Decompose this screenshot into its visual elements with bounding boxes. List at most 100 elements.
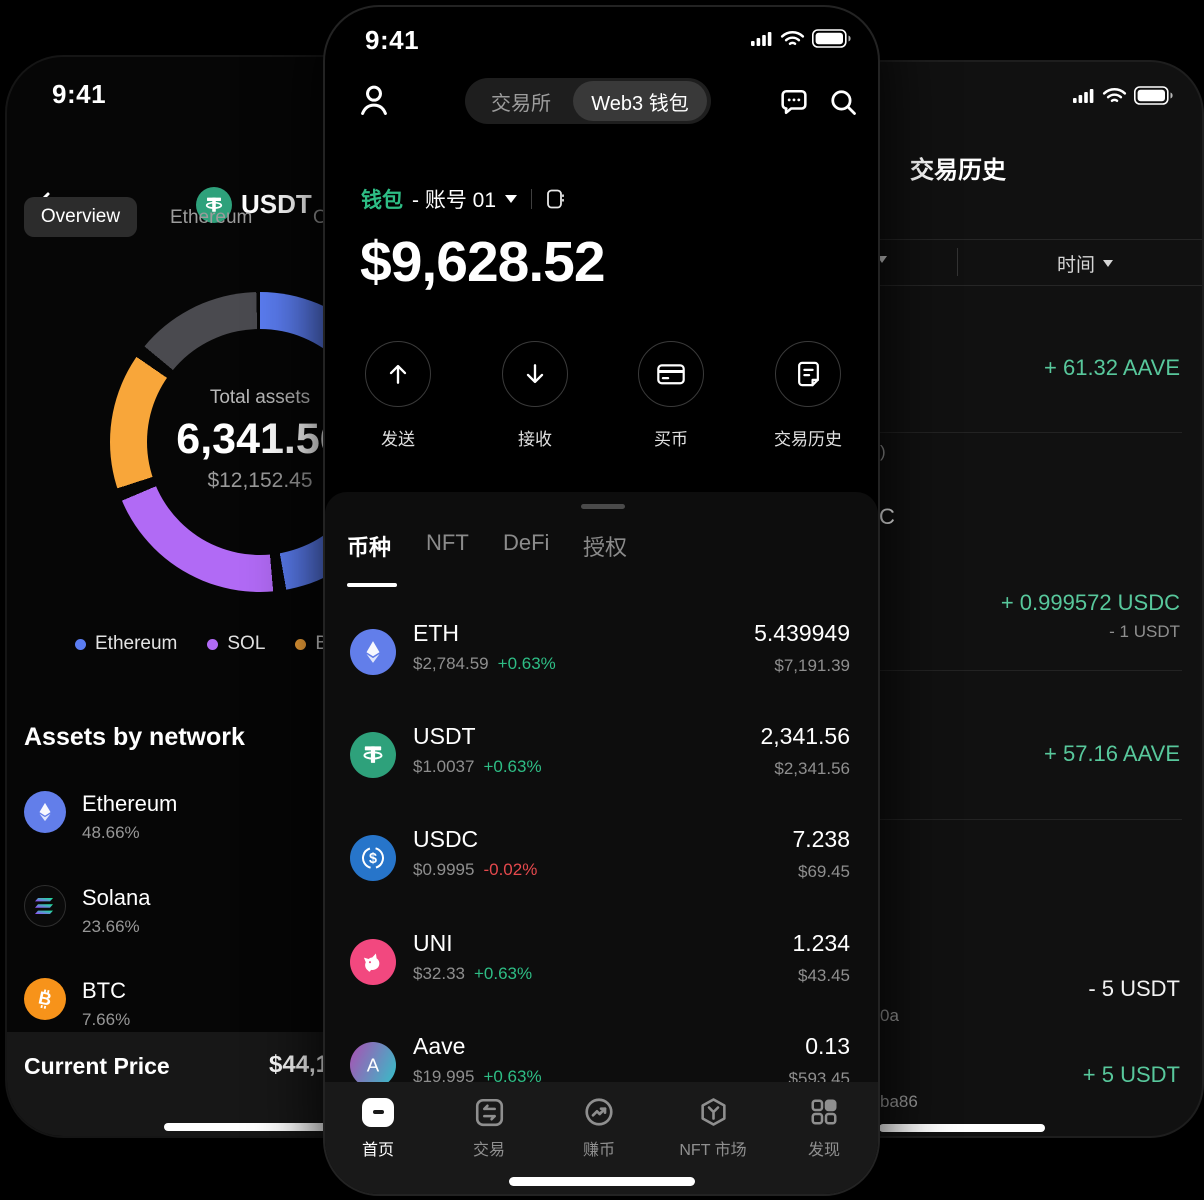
donut-usd-value: $12,152.45 [207, 469, 313, 492]
coin-row-aave[interactable]: A Aave $19.995 +0.63% 0.13 $593.45 [350, 1027, 850, 1103]
chevron-down-icon [505, 195, 518, 203]
wallet-label: 钱包 [361, 189, 403, 212]
filter-divider [957, 248, 958, 276]
wifi-icon [780, 31, 805, 46]
card-icon [657, 364, 685, 385]
trade-icon [475, 1098, 503, 1126]
tab-coins[interactable]: 币种 [347, 535, 392, 560]
tx-address-fragment: 0a [880, 1006, 899, 1025]
tx-amount[interactable]: + 0.999572 USDC [1000, 590, 1180, 615]
svg-text:$: $ [369, 851, 377, 867]
chevron-down-icon [1103, 260, 1114, 267]
usdt-icon [350, 732, 396, 778]
home-icon [362, 1097, 394, 1127]
tab-ethereum[interactable]: Ethereum [170, 207, 253, 228]
status-icons [1073, 86, 1174, 105]
tx-left-fragment: ) [880, 442, 886, 461]
tx-token-fragment: C [879, 504, 895, 529]
account-selector[interactable]: 钱包 - 账号 01 [361, 185, 565, 213]
arrow-down-icon [526, 364, 544, 384]
tab-nft[interactable]: NFT [426, 530, 469, 555]
legend-item-ethereum: Ethereum [75, 633, 177, 655]
coin-row-eth[interactable]: ETH $2,784.59 +0.63% 5.439949 $7,191.39 [350, 614, 850, 690]
person-icon [361, 85, 387, 115]
tab-web3-wallet[interactable]: Web3 钱包 [573, 81, 707, 121]
discover-icon [811, 1099, 837, 1125]
donut-label: Total assets [209, 387, 311, 408]
network-row-solana[interactable]: Solana 23.66% [24, 885, 643, 957]
status-time: 9:41 [365, 25, 420, 55]
coin-row-usdt[interactable]: USDT $1.0037 +0.63% 2,341.56 $2,341.56 [350, 717, 850, 793]
home-indicator[interactable] [879, 1124, 1045, 1132]
legend-item-sol: SOL [207, 633, 265, 655]
battery-icon [1134, 86, 1173, 105]
status-icons [751, 29, 852, 48]
sheet-drag-handle[interactable] [581, 504, 625, 509]
tab-overview[interactable]: Overview [24, 197, 137, 237]
support-chat-button[interactable] [777, 85, 811, 119]
home-indicator[interactable] [509, 1177, 695, 1186]
tab-approvals[interactable]: 授权 [583, 535, 628, 560]
assets-sheet [325, 492, 878, 1194]
svg-text:A: A [367, 1054, 380, 1075]
hidden-filter-caret-icon[interactable] [877, 256, 887, 263]
copy-address-icon[interactable] [546, 188, 565, 210]
tab-defi[interactable]: DeFi [503, 530, 550, 555]
search-icon [831, 90, 856, 115]
current-price-label: Current Price [24, 1053, 170, 1079]
earn-icon [585, 1098, 613, 1126]
page-title: USDT [241, 189, 312, 219]
nft-market-icon [700, 1098, 726, 1126]
eth-icon [350, 629, 396, 675]
legend-dot-orange [295, 638, 307, 650]
chat-icon [781, 89, 807, 115]
total-balance: $9,628.52 [360, 230, 606, 294]
search-button[interactable] [827, 86, 860, 119]
tx-amount[interactable]: + 57.16 AAVE [1044, 741, 1180, 766]
network-row-btc[interactable]: B BTC 7.66% [24, 978, 643, 1050]
coin-row-uni[interactable]: UNI $32.33 +0.63% 1.234 $43.45 [350, 924, 850, 1000]
legend-dot-purple [207, 638, 219, 650]
wifi-icon [1102, 88, 1127, 103]
sort-by-time-dropdown[interactable]: 时间 [1057, 250, 1114, 277]
ethereum-icon [24, 791, 66, 833]
signal-icon [751, 31, 772, 46]
tx-amount[interactable]: - 5 USDT [1088, 976, 1180, 1001]
signal-icon [1073, 88, 1094, 103]
active-tab-underline [347, 583, 397, 587]
divider [531, 189, 533, 209]
arrow-up-icon [389, 364, 407, 384]
wallet-phone: 9:41 交易所 Web3 钱包 钱包 - 账号 01 $9,628.52 [323, 5, 880, 1196]
donut-legend: Ethereum SOL BTC [75, 633, 353, 655]
usdt-icon [196, 187, 232, 223]
tx-sub-amount: - 1 USDT [1109, 622, 1180, 641]
exchange-wallet-toggle: 交易所 Web3 钱包 [465, 78, 711, 124]
divider [582, 819, 1182, 820]
aave-icon: A [350, 1042, 396, 1088]
tx-amount[interactable]: + 5 USDT [1082, 1062, 1180, 1087]
home-indicator[interactable] [164, 1123, 364, 1131]
legend-dot-blue [75, 638, 86, 650]
divider [582, 670, 1182, 671]
btc-icon: B [24, 978, 66, 1020]
divider [562, 285, 1202, 286]
tab-exchange[interactable]: 交易所 [491, 92, 551, 115]
page-title: 交易历史 [910, 157, 1006, 184]
usdc-icon: $ [350, 835, 396, 881]
solana-icon [24, 885, 66, 927]
network-row-ethereum[interactable]: Ethereum 48.66% [24, 791, 643, 863]
status-time: 9:41 [52, 79, 107, 109]
tx-address-fragment: ba86 [880, 1092, 918, 1111]
uni-icon [350, 939, 396, 985]
document-icon [797, 361, 819, 387]
battery-icon [812, 29, 851, 48]
coin-row-usdc[interactable]: $ USDC $0.9995 -0.02% 7.238 $69.45 [350, 820, 850, 896]
tx-amount[interactable]: + 61.32 AAVE [1044, 355, 1180, 380]
donut-total-value: 6,341.56 [176, 415, 344, 463]
section-title: Assets by network [24, 723, 245, 751]
account-name: - 账号 01 [412, 189, 497, 212]
profile-button[interactable] [355, 81, 393, 119]
divider [582, 432, 1182, 433]
divider [562, 239, 1202, 240]
